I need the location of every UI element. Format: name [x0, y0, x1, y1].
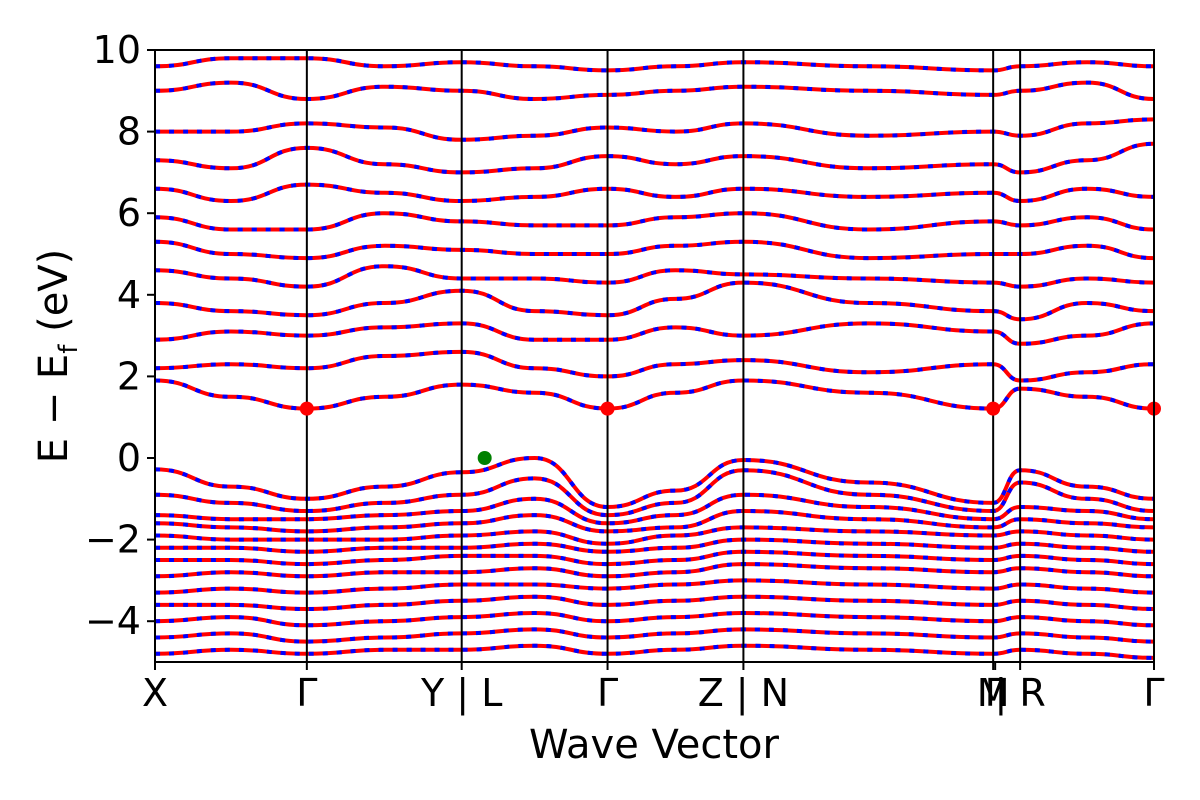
y-tick-label-2: 0 [117, 436, 141, 480]
x-tick-label-5: M [977, 671, 1010, 715]
conduction-band-3-spin-down [155, 280, 1154, 322]
conduction-band-6-spin-up [155, 211, 1154, 232]
y-tick-label-7: 10 [93, 28, 141, 72]
x-tick-label-1: Γ [296, 671, 317, 715]
y-tick-label-3: 2 [117, 354, 141, 398]
valence-band-10-spin-down [155, 610, 1154, 628]
conduction-band-4-spin-down [155, 264, 1154, 289]
band-edge-markers [299, 401, 1161, 465]
kpoint-dividers [305, 50, 1022, 662]
conduction-band-5-spin-down [155, 239, 1154, 261]
valence-band-3-spin-up [155, 508, 1154, 534]
x-tick-label-7: | R [994, 671, 1045, 716]
conduction-band-7-spin-down [155, 182, 1154, 204]
conduction-band-6-spin-down [155, 211, 1154, 232]
x-tick-label-6: Γ [985, 671, 1006, 715]
y-axis-title-subscript: f [54, 344, 84, 354]
y-axis-title-unit: (eV) [31, 249, 77, 345]
y-tick-label-5: 6 [117, 191, 141, 235]
valence-band-9-spin-up [155, 594, 1154, 612]
x-tick-label-3: Γ [597, 671, 618, 715]
valence-band-2-spin-down [155, 492, 1154, 526]
vbm-marker [477, 451, 492, 465]
y-tick-label-6: 8 [117, 110, 141, 154]
conduction-band-5-spin-up [155, 239, 1154, 261]
bands-layer [155, 56, 1154, 660]
conduction-band-11-spin-up [155, 56, 1154, 73]
conduction-band-7-spin-up [155, 182, 1154, 204]
valence-band-9-spin-down [155, 594, 1154, 612]
conduction-band-10-spin-down [155, 80, 1154, 102]
valence-band-1-spin-down [155, 468, 1154, 518]
valence-band-8-spin-up [155, 578, 1154, 595]
valence-band-11-spin-up [155, 627, 1154, 644]
cbm-marker-0 [299, 401, 314, 416]
conduction-band-9-spin-down [155, 117, 1154, 142]
y-axis-title: E − Ef (eV) [31, 249, 84, 464]
y-tick-label-1: −2 [85, 518, 141, 562]
x-tick-label-2: Y | L [420, 671, 502, 716]
y-axis-title-main: E − E [31, 354, 77, 464]
valence-band-5-spin-down [155, 537, 1154, 554]
conduction-band-10-spin-up [155, 80, 1154, 102]
y-tick-label-4: 4 [117, 273, 141, 317]
cbm-marker-1 [600, 401, 615, 416]
cbm-marker-2 [986, 401, 1001, 416]
y-tick-label-0: −4 [85, 599, 141, 643]
valence-band-12-spin-down [155, 643, 1154, 660]
plot-frame [154, 49, 1155, 663]
valence-band-6-spin-down [155, 549, 1154, 567]
x-tick-label-4: Z | N [698, 671, 789, 716]
x-axis-title: Wave Vector [529, 722, 780, 768]
y-axis-ticks: −4 −2 0 2 4 6 8 10 [85, 28, 155, 643]
valence-band-4-spin-down [155, 525, 1154, 546]
conduction-band-0-spin-up [155, 378, 1154, 411]
x-tick-label-8: Γ [1143, 671, 1164, 715]
valence-band-8-spin-down [155, 578, 1154, 595]
valence-band-10-spin-up [155, 610, 1154, 628]
valence-band-7-spin-down [155, 562, 1154, 579]
valence-band-0-spin-down [155, 455, 1154, 510]
valence-band-12-spin-up [155, 643, 1154, 660]
x-tick-label-0: X [142, 671, 168, 715]
conduction-band-9-spin-up [155, 117, 1154, 142]
conduction-band-2-spin-up [155, 321, 1154, 346]
conduction-band-1-spin-down [155, 349, 1154, 383]
conduction-band-8-spin-down [155, 141, 1154, 175]
